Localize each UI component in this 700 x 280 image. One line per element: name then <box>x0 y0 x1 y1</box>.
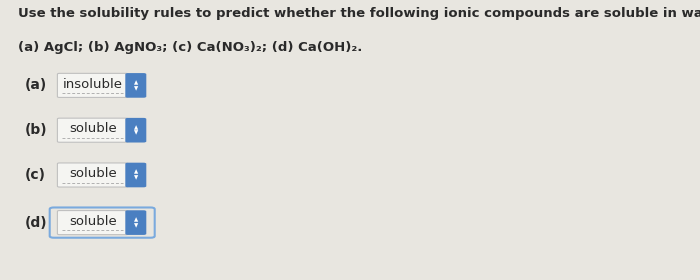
Text: insoluble: insoluble <box>63 78 122 90</box>
Text: ▲: ▲ <box>134 217 138 222</box>
Text: (a): (a) <box>25 78 47 92</box>
Text: (d): (d) <box>25 216 47 230</box>
Text: (a) AgCl; (b) AgNO₃; (c) Ca(NO₃)₂; (d) Ca(OH)₂.: (a) AgCl; (b) AgNO₃; (c) Ca(NO₃)₂; (d) C… <box>18 41 362 53</box>
Text: ▼: ▼ <box>134 175 138 180</box>
Text: ▼: ▼ <box>134 130 138 136</box>
FancyBboxPatch shape <box>125 163 146 187</box>
Text: (c): (c) <box>25 168 46 182</box>
FancyBboxPatch shape <box>57 211 128 235</box>
Text: ▲: ▲ <box>134 125 138 130</box>
Text: soluble: soluble <box>69 167 117 180</box>
FancyBboxPatch shape <box>50 207 155 238</box>
FancyBboxPatch shape <box>125 210 146 235</box>
Text: soluble: soluble <box>69 215 117 228</box>
Text: ▲: ▲ <box>134 170 138 175</box>
FancyBboxPatch shape <box>125 118 146 143</box>
FancyBboxPatch shape <box>57 163 128 187</box>
FancyBboxPatch shape <box>57 73 128 97</box>
Text: ▲: ▲ <box>134 80 138 85</box>
Text: soluble: soluble <box>69 122 117 135</box>
Text: ▼: ▼ <box>134 223 138 228</box>
FancyBboxPatch shape <box>125 73 146 98</box>
FancyBboxPatch shape <box>57 118 128 142</box>
Text: (b): (b) <box>25 123 47 137</box>
Text: ▼: ▼ <box>134 86 138 91</box>
Text: Use the solubility rules to predict whether the following ionic compounds are so: Use the solubility rules to predict whet… <box>18 7 700 20</box>
